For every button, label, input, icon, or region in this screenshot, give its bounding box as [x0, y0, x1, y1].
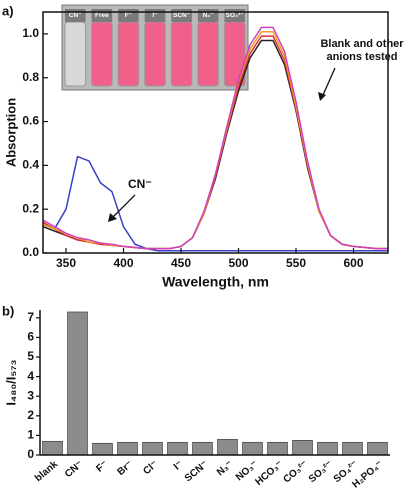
y-tick-label: 0.6 — [22, 114, 39, 128]
x-tick-label: blank — [33, 459, 60, 484]
bar — [267, 441, 288, 456]
inset-label: I⁻ — [152, 12, 158, 19]
bar — [217, 439, 238, 456]
vial — [170, 21, 193, 87]
y-tick-label: 1 — [27, 428, 34, 442]
y-tick-label: 0.2 — [22, 201, 39, 215]
y-tick-label: 5 — [27, 349, 34, 363]
x-tick-label: Cl⁻ — [141, 459, 160, 477]
y-tick-label: 0 — [27, 447, 34, 461]
bar — [192, 441, 213, 456]
y-axis-title: I₄₈₀/I₅₇₃ — [3, 359, 18, 405]
vial — [197, 21, 219, 87]
bar — [292, 440, 313, 456]
vial — [91, 21, 113, 87]
x-tick-label: SO₃²⁻ — [307, 459, 335, 485]
inset-label: Free — [95, 12, 109, 19]
vial — [117, 21, 140, 87]
annotation: CN⁻ — [128, 177, 152, 191]
bar — [167, 441, 188, 456]
x-tick-label: 600 — [343, 256, 363, 270]
y-axis-title: Absorption — [3, 98, 18, 167]
x-axis-title: Wavelength, nm — [162, 274, 269, 290]
bar — [367, 441, 388, 456]
inset-label: SO₄²⁻ — [226, 12, 245, 19]
plot-frame — [42, 11, 389, 254]
x-tick-label: F⁻ — [94, 459, 110, 475]
inset-label: CN⁻ — [69, 12, 82, 19]
y-tick-label: 1.0 — [22, 26, 39, 40]
y-tick-label: 6 — [27, 330, 34, 344]
inset-label: N₃⁻ — [203, 12, 215, 19]
vial — [64, 21, 87, 87]
x-tick-label: Br⁻ — [115, 459, 135, 478]
x-tick-label: CN⁻ — [63, 459, 85, 480]
y-tick-label: 4 — [27, 369, 34, 383]
panel-label: b) — [2, 303, 14, 318]
x-tick-label: N₃⁻ — [215, 459, 235, 478]
arrow-head — [108, 213, 117, 222]
y-tick-label: 2 — [27, 408, 34, 422]
bar — [67, 311, 88, 456]
y-tick-label: 0.0 — [22, 245, 39, 259]
arrow — [111, 194, 136, 219]
x-tick-label: SCN⁻ — [183, 459, 210, 484]
arrow — [322, 67, 336, 96]
y-tick-label: 0.8 — [22, 70, 39, 84]
inset-label: SCN⁻ — [173, 12, 191, 19]
y-tick-label: 0.4 — [22, 158, 39, 172]
y-tick-label: 7 — [27, 310, 34, 324]
spectrum-line — [42, 155, 388, 252]
bar — [117, 441, 138, 456]
bar — [242, 441, 263, 456]
bar — [92, 442, 113, 456]
x-tick-label: CO₃²⁻ — [281, 459, 310, 486]
x-tick-label: HCO₃⁻ — [253, 459, 285, 488]
panel-label: a) — [2, 3, 14, 18]
x-tick-label: 500 — [228, 256, 248, 270]
annotation: Blank and other anions tested — [320, 38, 404, 63]
y-tick-label: 3 — [27, 388, 34, 402]
x-tick-label: 450 — [171, 256, 191, 270]
bar — [42, 440, 63, 456]
x-tick-label: 350 — [56, 256, 76, 270]
bar — [142, 441, 163, 456]
bar — [317, 441, 338, 456]
vial — [144, 21, 166, 87]
spectrum-line — [42, 26, 388, 250]
x-tick-label: I⁻ — [172, 459, 185, 473]
bar — [342, 441, 363, 456]
arrow-head — [318, 92, 326, 101]
inset-label: F⁻ — [125, 12, 133, 19]
x-tick-label: 550 — [286, 256, 306, 270]
x-tick-label: 400 — [113, 256, 133, 270]
